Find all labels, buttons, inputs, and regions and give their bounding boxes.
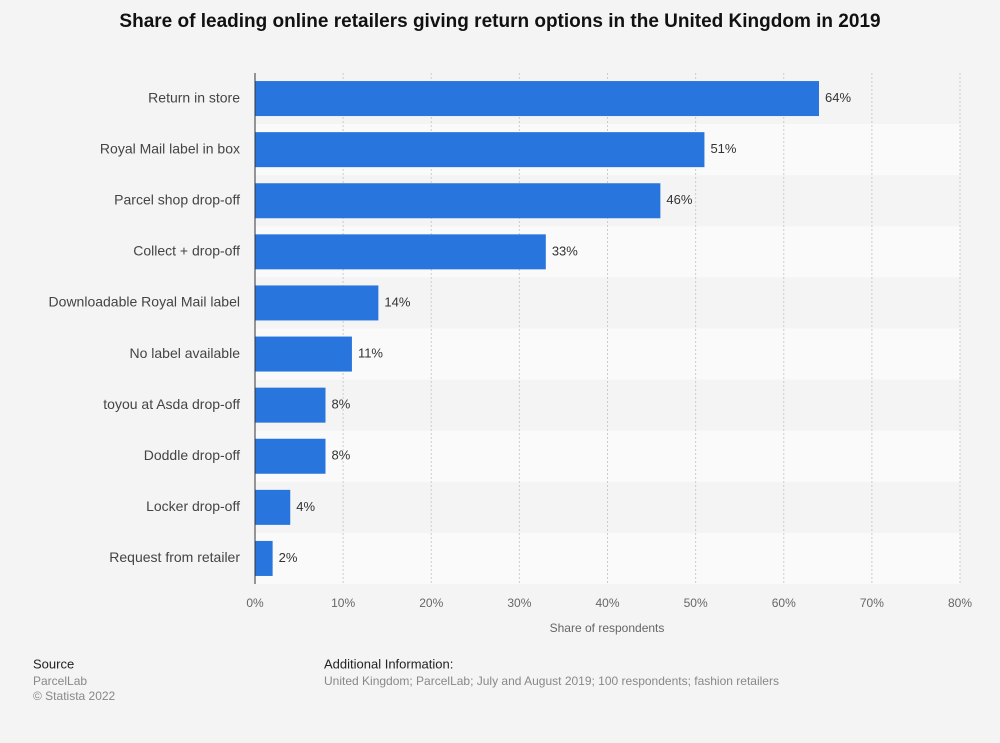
bar bbox=[255, 489, 291, 525]
bar bbox=[255, 132, 705, 168]
category-label: Parcel shop drop-off bbox=[114, 191, 240, 207]
x-tick-label: 10% bbox=[331, 596, 355, 610]
value-label: 14% bbox=[384, 294, 410, 309]
category-label: Downloadable Royal Mail label bbox=[49, 294, 240, 310]
source: ParcelLab bbox=[33, 674, 87, 688]
x-tick-label: 0% bbox=[246, 596, 264, 610]
x-tick-label: 30% bbox=[507, 596, 531, 610]
value-label: 4% bbox=[296, 499, 315, 514]
bar bbox=[255, 285, 379, 321]
value-label: 33% bbox=[552, 243, 578, 258]
value-label: 8% bbox=[332, 448, 351, 463]
category-label: toyou at Asda drop-off bbox=[103, 396, 240, 412]
chart-title: Share of leading online retailers giving… bbox=[119, 11, 880, 32]
bar bbox=[255, 540, 273, 576]
bar bbox=[255, 387, 326, 423]
x-tick-label: 50% bbox=[684, 596, 708, 610]
category-label: Request from retailer bbox=[109, 549, 240, 565]
value-label: 11% bbox=[358, 345, 383, 360]
x-axis-title: Share of respondents bbox=[550, 621, 665, 635]
category-label: Doddle drop-off bbox=[144, 447, 240, 463]
x-tick-label: 70% bbox=[860, 596, 884, 610]
bar bbox=[255, 438, 326, 474]
value-label: 8% bbox=[332, 397, 351, 412]
x-tick-label: 80% bbox=[948, 596, 972, 610]
source-title: Source bbox=[33, 656, 74, 671]
x-tick-label: 40% bbox=[595, 596, 619, 610]
category-label: No label available bbox=[129, 345, 240, 361]
category-label: Royal Mail label in box bbox=[100, 140, 240, 156]
category-label: Collect + drop-off bbox=[133, 243, 240, 259]
info: United Kingdom; ParcelLab; July and Augu… bbox=[324, 674, 779, 688]
info-title: Additional Information: bbox=[324, 656, 453, 671]
x-tick-label: 60% bbox=[772, 596, 796, 610]
plot-area: 0% 10% 20% 30% 40% 50% 60% 70% 80% Return in stor… bbox=[49, 73, 972, 610]
bar bbox=[255, 183, 661, 219]
value-label: 51% bbox=[710, 141, 736, 156]
category-label: Locker drop-off bbox=[146, 498, 240, 514]
value-label: 46% bbox=[666, 192, 692, 207]
value-label: 64% bbox=[825, 90, 851, 105]
x-tick-label: 20% bbox=[419, 596, 443, 610]
category-label: Return in store bbox=[148, 89, 240, 105]
bar bbox=[255, 336, 352, 372]
value-label: 2% bbox=[279, 550, 298, 565]
copyright: © Statista 2022 bbox=[33, 689, 116, 703]
bar bbox=[255, 81, 819, 117]
bar bbox=[255, 234, 546, 270]
